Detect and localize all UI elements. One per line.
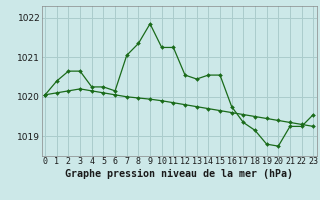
X-axis label: Graphe pression niveau de la mer (hPa): Graphe pression niveau de la mer (hPa) [65, 169, 293, 179]
